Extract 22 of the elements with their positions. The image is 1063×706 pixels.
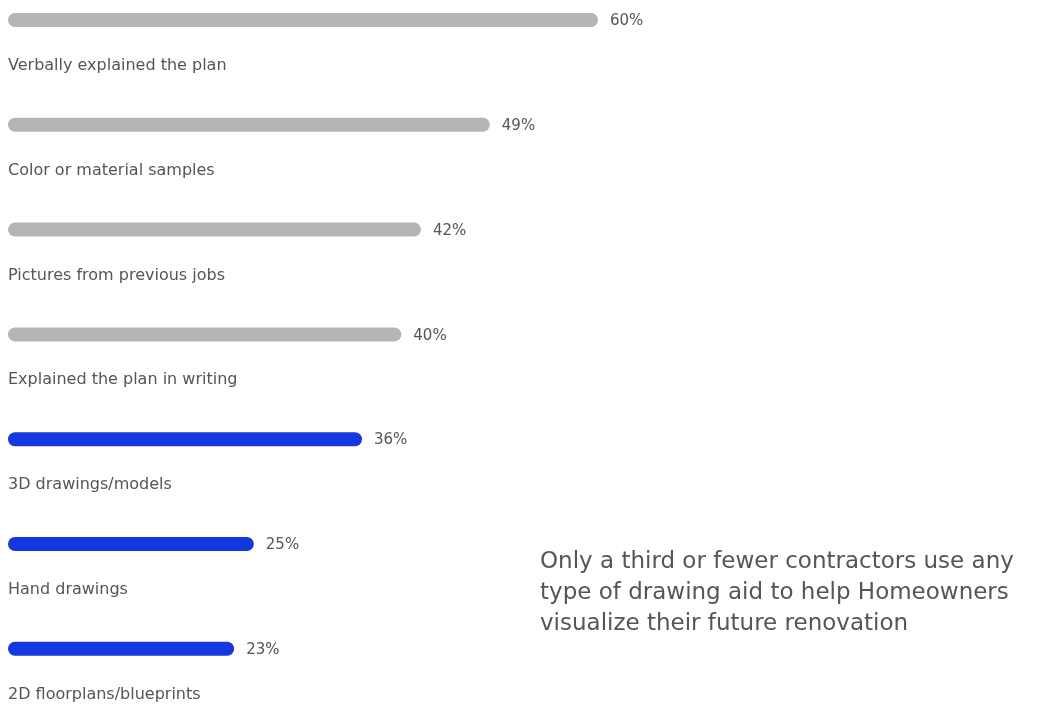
data-label: 60% (610, 11, 644, 30)
bar (8, 117, 490, 132)
data-label: 23% (246, 640, 280, 659)
bar (8, 432, 362, 447)
annotation: Only a third or fewer contractors use any type of drawing aid to help Homeowners visualize their future renovation (540, 546, 1015, 637)
y-tick-label: 3D drawings/models (8, 474, 172, 494)
data-label: 36% (374, 430, 408, 449)
bar (8, 13, 598, 27)
y-tick-label: Color or material samples (8, 159, 215, 179)
bar (8, 222, 421, 237)
y-tick-label: Verbally explained the plan (8, 55, 227, 74)
bar (8, 327, 402, 342)
bar (8, 537, 254, 551)
y-tick-label: Pictures from previous jobs (8, 264, 225, 284)
data-label: 40% (413, 325, 447, 344)
bar (8, 641, 235, 656)
data-label: 25% (265, 535, 300, 554)
data-label: 49% (501, 116, 536, 135)
y-tick-label: Hand drawings (8, 579, 128, 598)
y-tick-label: Explained the plan in writing (8, 369, 238, 389)
data-label: 42% (433, 220, 467, 239)
y-tick-label: 2D floorplans/blueprints (8, 683, 201, 703)
